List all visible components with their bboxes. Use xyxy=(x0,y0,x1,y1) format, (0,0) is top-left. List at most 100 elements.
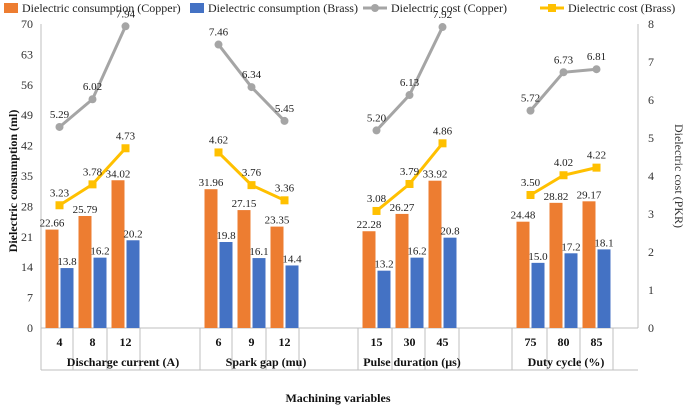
bar-brass xyxy=(60,268,74,328)
group-label: Duty cycle (%) xyxy=(528,355,605,369)
bar-brass xyxy=(531,262,545,328)
cost-label: 3.50 xyxy=(521,177,541,189)
group-label: Discharge current (A) xyxy=(67,355,179,369)
cost-label: 4.86 xyxy=(433,125,453,137)
bar-copper xyxy=(582,201,596,328)
bar-brass-label: 15.0 xyxy=(528,251,548,263)
bar-copper-label: 22.28 xyxy=(357,219,382,231)
y2-tick-label: 3 xyxy=(648,207,654,221)
cost-label: 4.62 xyxy=(209,134,228,146)
bar-brass-label: 20.2 xyxy=(123,228,142,240)
cost-brass-point xyxy=(438,139,447,148)
x-category-label: 9 xyxy=(249,335,255,349)
group-label: Spark gap (mu) xyxy=(226,355,307,369)
x-category-label: 75 xyxy=(525,335,537,349)
bar-brass-label: 16.2 xyxy=(90,246,109,258)
y-tick-label: 70 xyxy=(21,17,33,31)
cost-copper-point xyxy=(280,116,289,125)
y-tick-label: 49 xyxy=(21,108,33,122)
legend-swatch-0 xyxy=(4,3,18,13)
cost-brass-point xyxy=(559,171,568,180)
cost-brass-point xyxy=(372,206,381,215)
bar-copper xyxy=(45,229,59,328)
y2-tick-label: 8 xyxy=(648,17,654,31)
cost-brass-point xyxy=(55,201,64,210)
x-category-label: 4 xyxy=(57,335,63,349)
cost-brass-point xyxy=(247,181,256,190)
cost-label: 3.08 xyxy=(367,193,387,205)
y2-tick-label: 0 xyxy=(648,321,654,335)
cost-copper-point xyxy=(121,22,130,31)
bar-copper-label: 34.02 xyxy=(106,168,131,180)
cost-label: 7.92 xyxy=(433,9,452,21)
bar-brass-label: 20.8 xyxy=(440,226,460,238)
y-tick-label: 56 xyxy=(21,78,33,92)
y-tick-label: 42 xyxy=(21,139,33,153)
legend-label: Dielectric cost (Copper) xyxy=(391,1,507,15)
cost-copper-point xyxy=(526,106,535,115)
cost-brass-point xyxy=(214,148,223,157)
cost-label: 3.36 xyxy=(275,182,295,194)
x-category-label: 12 xyxy=(279,335,291,349)
bar-brass-label: 13.8 xyxy=(57,256,77,268)
cost-label: 5.20 xyxy=(367,112,387,124)
y2-tick-label: 6 xyxy=(648,93,654,107)
x-category-label: 15 xyxy=(371,335,383,349)
bar-copper-label: 22.66 xyxy=(40,218,65,230)
cost-label: 4.73 xyxy=(116,130,136,142)
bar-copper-label: 29.17 xyxy=(577,189,602,201)
bar-copper-label: 31.96 xyxy=(199,177,224,189)
y2-tick-label: 4 xyxy=(648,169,654,183)
cost-label: 4.22 xyxy=(587,150,606,162)
bar-copper xyxy=(237,210,251,328)
cost-label: 3.23 xyxy=(50,187,70,199)
y2-tick-label: 2 xyxy=(648,245,654,259)
bar-brass-label: 19.8 xyxy=(216,230,236,242)
cost-brass-point xyxy=(405,179,414,188)
cost-copper-point xyxy=(405,91,414,100)
y2-tick-label: 1 xyxy=(648,283,654,297)
legend-label: Dielectric consumption (Copper) xyxy=(22,1,181,15)
bar-brass xyxy=(93,257,107,328)
y-axis-title: Dielectric consumption (ml) xyxy=(6,110,20,253)
x-category-label: 85 xyxy=(591,335,603,349)
cost-label: 6.02 xyxy=(83,81,102,93)
x-category-label: 80 xyxy=(558,335,570,349)
cost-label: 6.13 xyxy=(400,77,420,89)
cost-label: 5.72 xyxy=(521,93,540,105)
bar-copper-label: 27.15 xyxy=(232,198,257,210)
bar-brass xyxy=(410,257,424,328)
cost-label: 7.94 xyxy=(116,8,136,20)
cost-label: 3.76 xyxy=(242,167,262,179)
bar-brass xyxy=(219,242,233,328)
y-tick-label: 14 xyxy=(21,260,33,274)
x-category-label: 45 xyxy=(437,335,449,349)
bar-copper-label: 23.35 xyxy=(265,215,290,227)
x-category-label: 12 xyxy=(120,335,132,349)
bar-brass xyxy=(377,270,391,328)
legend: Dielectric consumption (Copper) Dielectri… xyxy=(4,1,675,15)
cost-label: 3.79 xyxy=(400,166,420,178)
bar-brass-label: 16.1 xyxy=(249,246,268,258)
cost-label: 4.02 xyxy=(554,157,573,169)
cost-copper-point xyxy=(55,122,64,131)
legend-label: Dielectric cost (Brass) xyxy=(568,1,675,15)
y2-tick-label: 7 xyxy=(648,55,654,69)
cost-copper-point xyxy=(592,65,601,74)
line-segment-copper-cost xyxy=(58,25,127,129)
cost-brass-point xyxy=(526,191,535,199)
y2-axis-title: Dielectric cost (PKR) xyxy=(672,124,685,228)
cost-copper-point xyxy=(372,126,381,135)
bar-brass-label: 18.1 xyxy=(594,237,613,249)
y-tick-label: 28 xyxy=(21,199,33,213)
cost-label: 5.45 xyxy=(275,103,295,115)
bar-brass xyxy=(285,265,299,328)
y-tick-label: 7 xyxy=(27,291,33,305)
cost-label: 3.78 xyxy=(83,166,103,178)
x-category-label: 6 xyxy=(216,335,222,349)
cost-label: 6.81 xyxy=(587,51,606,63)
bar-copper xyxy=(111,180,125,328)
x-category-label: 8 xyxy=(90,335,96,349)
cost-copper-point xyxy=(214,40,223,49)
